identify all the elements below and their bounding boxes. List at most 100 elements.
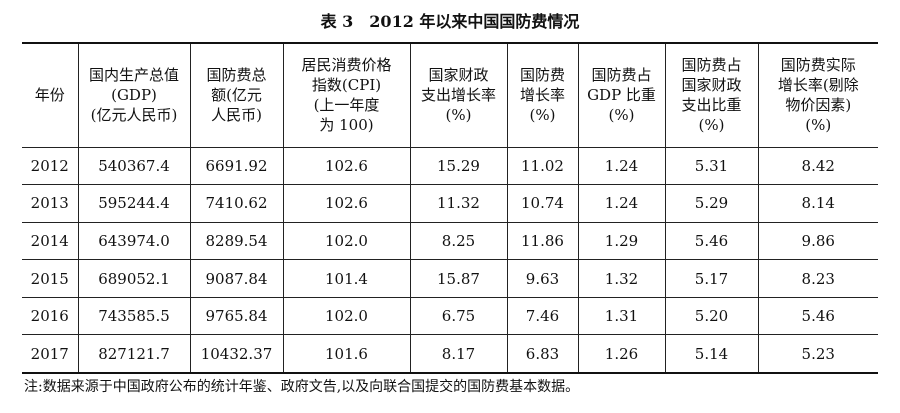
table-title: 表 3 2012 年以来中国国防费情况 [320, 12, 580, 31]
table-cell: 743585.5 [77, 297, 191, 335]
table-cell: 101.4 [282, 259, 411, 298]
table-cell: 102.0 [282, 222, 411, 260]
header-line: 额(亿元 [211, 86, 262, 105]
header-line: 国防费占 [681, 56, 742, 75]
table-cell: 8.23 [757, 259, 878, 298]
table-cell: 1.32 [577, 259, 666, 298]
header-line: 增长率 [519, 86, 565, 105]
table-cell: 2015 [22, 259, 79, 298]
table-cell: 102.6 [282, 147, 411, 185]
table-cell: 5.46 [757, 297, 878, 335]
table-cell: 5.31 [664, 147, 759, 185]
table-cell: 1.29 [577, 222, 666, 260]
table-cell: 5.29 [664, 184, 759, 223]
header-line: (%) [529, 106, 556, 125]
header-cell: 国家财政 支出增长率 (%) [409, 43, 508, 147]
table-cell: 7410.62 [189, 184, 284, 223]
header-line: 国防费实际 [780, 56, 856, 75]
table-cell: 8289.54 [189, 222, 284, 260]
table-cell: 540367.4 [77, 147, 191, 185]
header-line: 国内生产总值 [88, 66, 179, 85]
header-cell: 国防费占 GDP 比重 (%) [577, 43, 666, 147]
table-cell: 2016 [22, 297, 79, 335]
table-row: 2012 540367.4 6691.92 102.6 15.29 11.02 1.24 5.… [22, 147, 878, 185]
table-row: 2015 689052.1 9087.84 101.4 15.87 9.63 1.32 5.1… [22, 259, 878, 298]
table-cell: 11.32 [409, 184, 508, 223]
header-row: 年份 国内生产总值 (GDP) (亿元人民币) 国防费总 额(亿元 人民币) 居民消费价格 指数… [22, 43, 878, 147]
header-line: 年份 [34, 86, 65, 105]
table-cell: 5.17 [664, 259, 759, 298]
table-cell: 6.75 [409, 297, 508, 335]
header-line: 人民币) [211, 106, 262, 125]
header-line: (%) [445, 106, 472, 125]
header-line: 国防费总 [206, 66, 267, 85]
table-cell: 102.6 [282, 184, 411, 223]
header-line: (%) [698, 116, 725, 135]
table-cell: 8.17 [409, 334, 508, 373]
header-line: 国家财政 [681, 76, 742, 95]
header-line: 为 100) [319, 116, 374, 135]
table-cell: 5.14 [664, 334, 759, 373]
table-cell: 8.14 [757, 184, 878, 223]
table-cell: 5.20 [664, 297, 759, 335]
header-line: 支出增长率 [420, 86, 496, 105]
table-cell: 11.02 [506, 147, 579, 185]
table-cell: 2012 [22, 147, 79, 185]
header-cell: 居民消费价格 指数(CPI) (上一年度为 100) [282, 43, 411, 147]
table-row: 2014 643974.0 8289.54 102.0 8.25 11.86 1.29 5.4… [22, 222, 878, 260]
header-line: (上一年度 [313, 96, 380, 115]
header-line: 支出比重 [681, 96, 742, 115]
table-cell: 5.46 [664, 222, 759, 260]
header-line: (亿元人民币) [90, 106, 178, 125]
header-line: 国家财政 [428, 66, 489, 85]
table-cell: 6691.92 [189, 147, 284, 185]
table-cell: 643974.0 [77, 222, 191, 260]
table-cell: 9.63 [506, 259, 579, 298]
table-cell: 1.24 [577, 184, 666, 223]
header-cell: 国防费 增长率 (%) [506, 43, 579, 147]
header-cell: 年份 [22, 43, 79, 147]
header-line: 增长率(剔除 [777, 76, 859, 95]
header-cell: 国防费占 国家财政 支出比重 (%) [664, 43, 759, 147]
table-cell: 9.86 [757, 222, 878, 260]
header-line: 国防费 [519, 66, 565, 85]
table-row: 2017 827121.7 10432.37 101.6 8.17 6.83 1.26 5.1… [22, 334, 878, 373]
header-cell: 国防费实际 增长率(剔除 物价因素) (%) [757, 43, 878, 147]
table-cell: 1.24 [577, 147, 666, 185]
header-line: 指数(CPI) [311, 76, 382, 95]
table-cell: 595244.4 [77, 184, 191, 223]
table-cell: 7.46 [506, 297, 579, 335]
table-cell: 689052.1 [77, 259, 191, 298]
header-cell: 国防费总 额(亿元 人民币) [189, 43, 284, 147]
header-line: (%) [608, 106, 635, 125]
table-cell: 9765.84 [189, 297, 284, 335]
table-cell: 15.87 [409, 259, 508, 298]
table-cell: 1.31 [577, 297, 666, 335]
table-cell: 11.86 [506, 222, 579, 260]
header-line: 居民消费价格 [301, 56, 392, 75]
table-cell: 827121.7 [77, 334, 191, 373]
header-line: 国防费占 [591, 66, 652, 85]
header-line: (GDP) [111, 86, 157, 105]
table-cell: 2013 [22, 184, 79, 223]
table-cell: 6.83 [506, 334, 579, 373]
table-cell: 10.74 [506, 184, 579, 223]
table-cell: 5.23 [757, 334, 878, 373]
footnote: 注:数据来源于中国政府公布的统计年鉴、政府文告,以及向联合国提交的国防费基本数据… [24, 379, 580, 395]
table-cell: 1.26 [577, 334, 666, 373]
table-cell: 2014 [22, 222, 79, 260]
table-cell: 9087.84 [189, 259, 284, 298]
header-line: GDP 比重 [587, 86, 656, 105]
table-cell: 102.0 [282, 297, 411, 335]
table-cell: 8.42 [757, 147, 878, 185]
header-cell: 国内生产总值 (GDP) (亿元人民币) [77, 43, 191, 147]
table-row: 2013 595244.4 7410.62 102.6 11.32 10.74 1.24 5.… [22, 184, 878, 223]
table-cell: 10432.37 [189, 334, 284, 373]
table-cell: 8.25 [409, 222, 508, 260]
data-table: 年份 国内生产总值 (GDP) (亿元人民币) 国防费总 额(亿元 人民币) 居民消费价格 指数… [22, 42, 878, 374]
table-cell: 101.6 [282, 334, 411, 373]
table-body: 2012 540367.4 6691.92 102.6 15.29 11.02 1.24 5.… [22, 147, 878, 373]
header-line: 物价因素) [785, 96, 852, 115]
table-cell: 15.29 [409, 147, 508, 185]
